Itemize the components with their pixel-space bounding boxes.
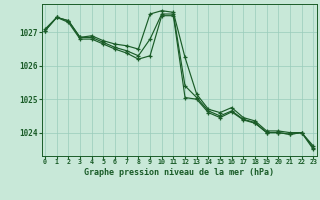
X-axis label: Graphe pression niveau de la mer (hPa): Graphe pression niveau de la mer (hPa)	[84, 168, 274, 177]
